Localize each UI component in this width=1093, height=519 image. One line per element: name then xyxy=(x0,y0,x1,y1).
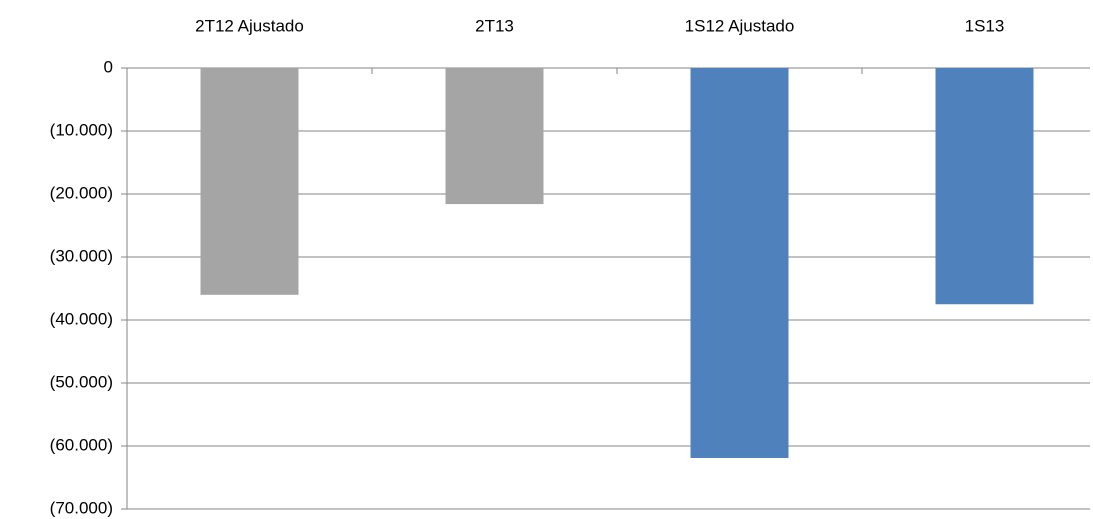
bar xyxy=(935,68,1034,305)
bar xyxy=(200,68,299,295)
bar xyxy=(690,68,789,458)
y-tick-label: 0 xyxy=(104,57,113,76)
x-tick-label: 2T13 xyxy=(475,16,514,35)
x-tick-label: 1S13 xyxy=(965,16,1005,35)
y-tick-label: (60.000) xyxy=(50,435,113,454)
bar xyxy=(445,68,544,205)
y-tick-label: (70.000) xyxy=(50,498,113,517)
x-tick-label: 2T12 Ajustado xyxy=(195,16,304,35)
y-tick-label: (10.000) xyxy=(50,120,113,139)
x-tick-label: 1S12 Ajustado xyxy=(685,16,795,35)
y-tick-label: (30.000) xyxy=(50,246,113,265)
y-tick-label: (20.000) xyxy=(50,183,113,202)
y-tick-label: (50.000) xyxy=(50,372,113,391)
y-tick-label: (40.000) xyxy=(50,309,113,328)
